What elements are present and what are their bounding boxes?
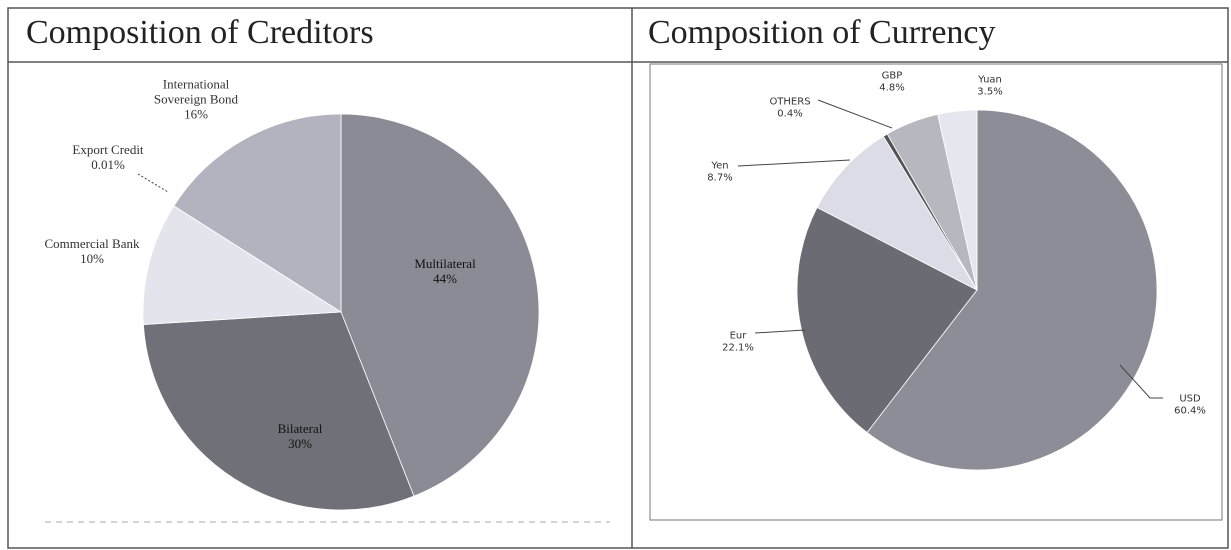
slice-label: Multilateral 44%: [395, 256, 495, 287]
value-label: 22.1%: [722, 342, 754, 353]
value-label: 0.01%: [91, 157, 125, 172]
category-label: OTHERS: [769, 96, 811, 108]
category-label: Export Credit: [72, 142, 144, 158]
slice-label: GBP 4.8%: [872, 71, 912, 94]
pie-slice: [142, 311, 415, 511]
pie-slice: [173, 113, 342, 313]
slice-label: Eur 22.1%: [713, 331, 763, 354]
value-label: 30%: [288, 436, 312, 451]
chart-title: Composition of Currency: [648, 14, 996, 51]
chart-title: Composition of Creditors: [26, 14, 374, 51]
category-label: GBP: [881, 70, 903, 82]
slice-label: Export Credit 0.01%: [58, 142, 158, 173]
leader-line: [754, 329, 806, 334]
value-label: 4.8%: [879, 82, 905, 93]
pie-slice: [937, 109, 978, 291]
value-label: 10%: [80, 251, 104, 266]
leader-line: [737, 159, 851, 167]
pie-slice: [796, 206, 978, 434]
value-label: 16%: [184, 106, 208, 122]
category-label: Commercial Bank: [44, 236, 140, 252]
pie-slice: [340, 113, 540, 497]
value-label: 8.7%: [707, 172, 733, 183]
slice-label: Bilateral 30%: [250, 421, 350, 452]
table-border: [7, 7, 1229, 549]
category-label: Bilateral: [277, 421, 323, 437]
pie-slice: [866, 109, 1158, 471]
leader-line: [1119, 364, 1163, 399]
leader-line: [817, 99, 893, 129]
category-label: Yuan: [978, 74, 1002, 86]
category-label: Eur: [729, 330, 747, 342]
pie-slice: [142, 205, 343, 325]
category-label: USD: [1179, 393, 1201, 405]
category-label: Yen: [711, 160, 729, 172]
leader-line: [137, 173, 169, 193]
slice-label: OTHERS 0.4%: [760, 97, 820, 120]
value-label: 3.5%: [977, 86, 1003, 97]
slice-label: International Sovereign Bond 16%: [146, 76, 246, 123]
slice-label: Commercial Bank 10%: [42, 236, 142, 267]
pie-slice: [816, 135, 979, 292]
slice-label: Yuan 3.5%: [970, 75, 1010, 98]
chart-frame: [649, 63, 1223, 521]
value-label: 60.4%: [1174, 405, 1206, 416]
value-label: 44%: [433, 271, 457, 286]
value-label: 0.4%: [777, 108, 803, 119]
slice-label: Yen 8.7%: [695, 161, 745, 184]
category-label: International Sovereign Bond: [153, 76, 239, 107]
category-label: Multilateral: [414, 256, 476, 272]
slice-label: USD 60.4%: [1165, 394, 1215, 417]
